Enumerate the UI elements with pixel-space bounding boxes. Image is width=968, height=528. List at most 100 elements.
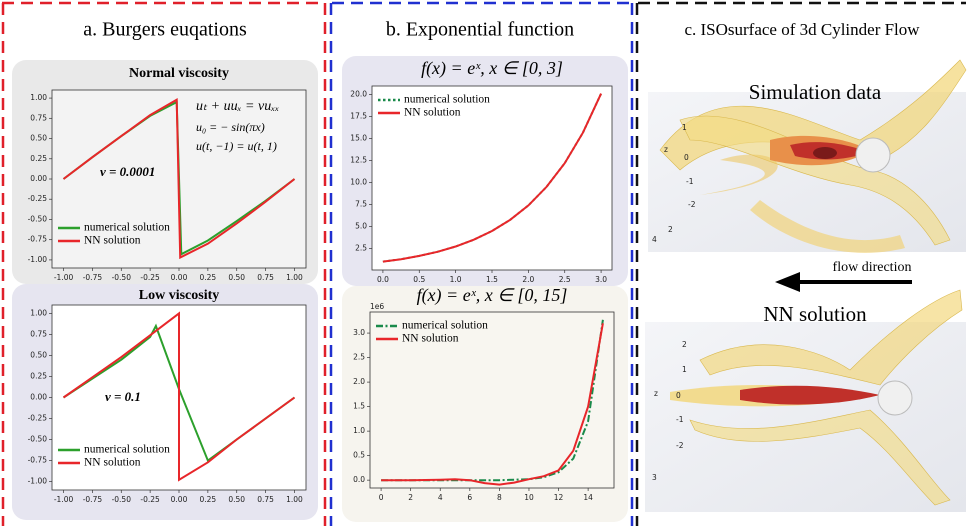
legend-label: NN solution (402, 333, 459, 345)
annotation: ν = 0.0001 (100, 164, 155, 179)
x-tick-label: -0.25 (140, 495, 160, 504)
x-tick-label: 2.5 (559, 275, 571, 284)
x-tick-label: 1.00 (286, 273, 303, 282)
line-series (381, 319, 604, 482)
x-tick-label: 0.5 (413, 275, 425, 284)
chart-title: f(x) = eˣ, x ∈ [0, 3] (421, 58, 563, 79)
y-tick-label: 0.5 (353, 451, 365, 460)
axis-3d-label: -2 (676, 441, 684, 450)
line-series (381, 323, 604, 486)
x-tick-label: -1.00 (54, 273, 74, 282)
x-tick-label: 3.0 (595, 275, 607, 284)
y-tick-label: -0.25 (28, 414, 48, 423)
legend-label: NN solution (84, 457, 141, 469)
axis-3d-label: 2 (682, 340, 687, 349)
y-tick-label: 7.5 (355, 199, 367, 208)
y-tick-label: 0.50 (30, 134, 47, 143)
arrow-label: flow direction (833, 260, 912, 275)
x-tick-label: 1.5 (486, 275, 498, 284)
annotation: u₀ = − sin(πx) (196, 120, 265, 134)
y-tick-label: 0.75 (30, 113, 47, 122)
y-tick-label: 2.5 (355, 243, 367, 252)
chart-title: Low viscosity (139, 288, 220, 303)
x-tick-label: 0.0 (377, 275, 389, 284)
axis-3d-label: 1 (682, 123, 687, 132)
x-tick-label: 2 (408, 493, 413, 502)
y-tick-label: -1.00 (28, 255, 48, 264)
x-tick-label: 0 (379, 493, 384, 502)
y-tick-label: 2.0 (353, 377, 365, 386)
plot-area (371, 85, 613, 271)
x-tick-label: -0.75 (83, 495, 103, 504)
line-series (62, 97, 296, 260)
y-tick-label: 1.00 (30, 308, 47, 317)
panel-title: c. ISOsurface of 3d Cylinder Flow (684, 20, 920, 39)
axis-3d-label: -1 (686, 177, 694, 186)
y-tick-label: 20.0 (350, 89, 367, 98)
y-tick-label: 0.0 (353, 475, 365, 484)
y-tick-label: 15.0 (350, 133, 367, 142)
isosurface-bottom (645, 289, 966, 512)
x-tick-label: -0.50 (112, 495, 132, 504)
y-tick-label: -0.25 (28, 194, 48, 203)
chart-title: Normal viscosity (129, 66, 229, 81)
x-tick-label: 0.00 (171, 495, 188, 504)
legend-label: numerical solution (402, 320, 488, 332)
x-tick-label: 0.50 (228, 495, 245, 504)
axis-3d-label: z (664, 145, 668, 154)
x-tick-label: 1.00 (286, 495, 303, 504)
x-tick-label: -0.50 (112, 273, 132, 282)
y-tick-label: 17.5 (350, 111, 367, 120)
panel-title: a. Burgers euqations (83, 19, 247, 41)
axis-3d-label: 1 (682, 365, 687, 374)
axis-3d-label: 0 (676, 391, 681, 400)
y-tick-label: 0.25 (30, 154, 47, 163)
y-tick-label: 3.0 (353, 328, 365, 337)
x-tick-label: 0.75 (257, 495, 274, 504)
offset-label: 1e6 (370, 302, 384, 311)
y-tick-label: 0.50 (30, 350, 47, 359)
y-tick-label: -0.50 (28, 214, 48, 223)
y-tick-label: 1.0 (353, 426, 365, 435)
y-tick-label: -0.75 (28, 456, 48, 465)
x-tick-label: 12 (554, 493, 564, 502)
legend-label: NN solution (404, 107, 461, 119)
subplot-title: NN solution (763, 302, 867, 326)
x-tick-label: 4 (438, 493, 443, 502)
y-tick-label: 1.00 (30, 93, 47, 102)
y-tick-label: 2.5 (353, 353, 365, 362)
legend-label: NN solution (84, 235, 141, 247)
legend-label: numerical solution (84, 444, 170, 456)
line-series (382, 93, 603, 263)
x-tick-label: 0.75 (257, 273, 274, 282)
x-tick-label: 6 (467, 493, 472, 502)
annotation: ν = 0.1 (105, 389, 141, 404)
axis-3d-label: 3 (652, 473, 657, 482)
axis-3d-label: 2 (668, 225, 673, 234)
x-tick-label: 1.0 (450, 275, 462, 284)
y-tick-label: 1.5 (353, 402, 365, 411)
y-tick-label: 12.5 (350, 155, 367, 164)
y-tick-label: -0.50 (28, 435, 48, 444)
x-tick-label: 14 (583, 493, 593, 502)
x-tick-label: 10 (524, 493, 534, 502)
x-tick-label: 0.50 (228, 273, 245, 282)
axis-3d-label: -1 (676, 415, 684, 424)
y-tick-label: 0.00 (30, 174, 47, 183)
axis-3d-label: -2 (688, 200, 696, 209)
x-tick-label: 0.25 (200, 495, 217, 504)
legend-label: numerical solution (404, 94, 490, 106)
annotation: uₜ + uuₓ = νuₓₓ (196, 99, 279, 114)
panel-title: b. Exponential function (386, 19, 574, 41)
y-tick-label: -1.00 (28, 477, 48, 486)
x-tick-label: -1.00 (54, 495, 74, 504)
line-series (62, 311, 296, 482)
x-tick-label: 8 (497, 493, 502, 502)
x-tick-label: -0.75 (83, 273, 103, 282)
axis-3d-label: z (654, 389, 658, 398)
x-tick-label: 0.00 (171, 273, 188, 282)
x-tick-label: -0.25 (140, 273, 160, 282)
y-tick-label: 10.0 (350, 177, 367, 186)
